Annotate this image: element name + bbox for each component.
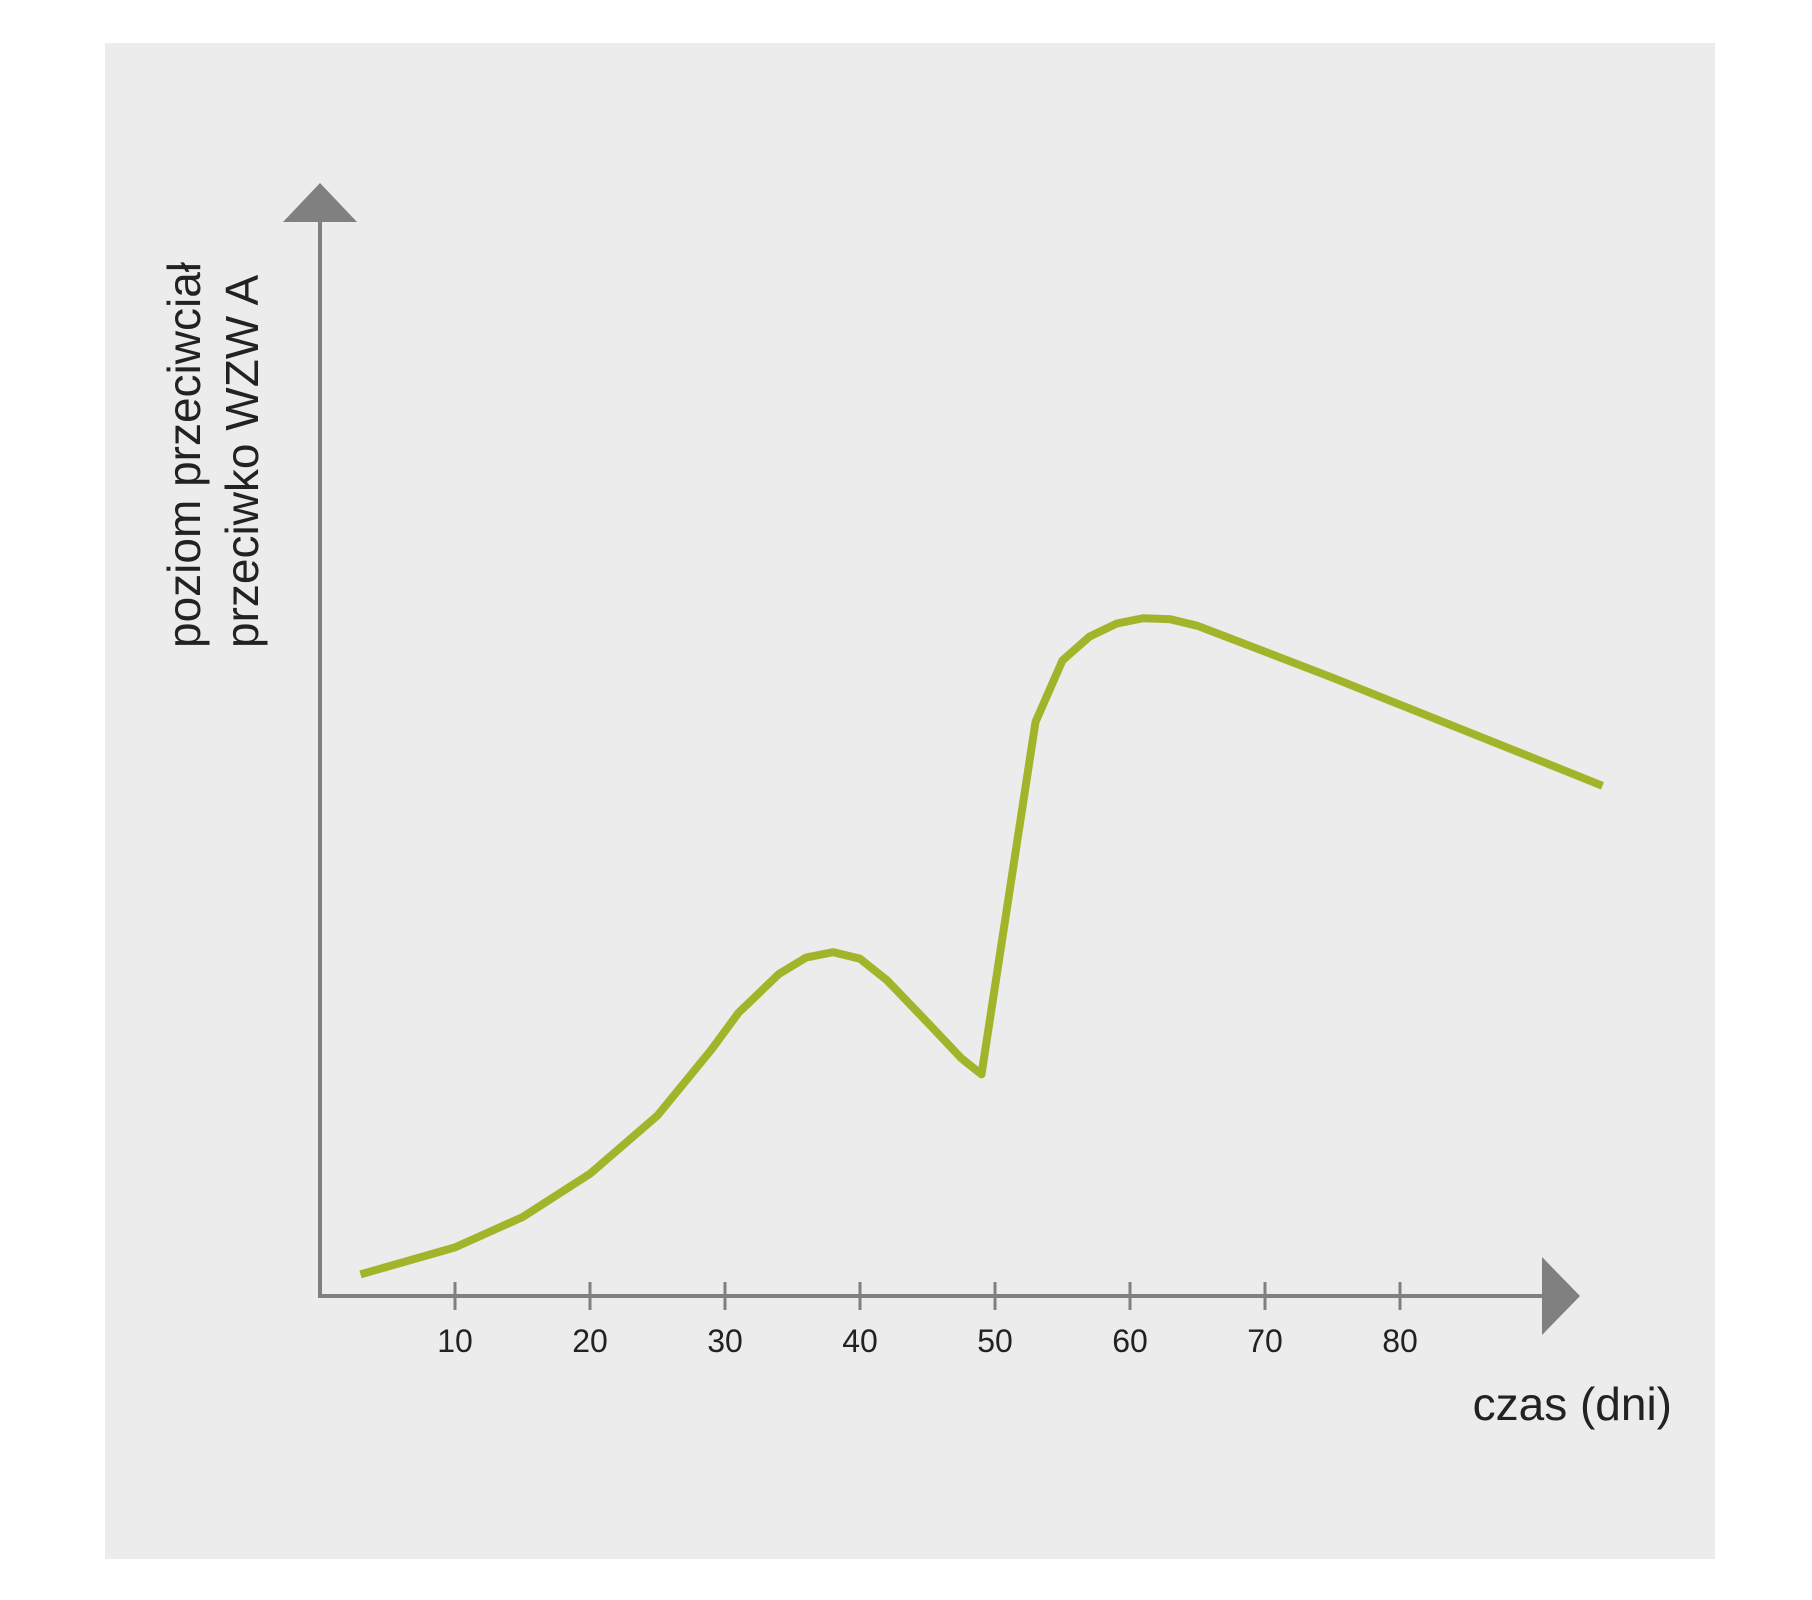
x-axis	[318, 1257, 1580, 1335]
x-tick-label-80: 80	[1382, 1323, 1418, 1359]
y-axis	[283, 183, 357, 1296]
y-axis-title: poziom przeciwciał przeciwko WZW A	[158, 249, 268, 648]
x-tick-label-10: 10	[437, 1323, 473, 1359]
x-axis-arrow-icon	[1542, 1257, 1580, 1335]
x-ticks	[453, 1282, 1402, 1310]
y-axis-title-line-1: poziom przeciwciał	[158, 262, 210, 648]
x-axis-title: czas (dni)	[1473, 1378, 1672, 1430]
chart-background	[105, 43, 1715, 1559]
x-tick-label-70: 70	[1247, 1323, 1283, 1359]
series-line	[359, 614, 1604, 1279]
x-tick-labels: 10 20 30 40 50 60 70 80	[437, 1323, 1418, 1359]
x-tick-label-40: 40	[842, 1323, 878, 1359]
x-tick-label-60: 60	[1112, 1323, 1148, 1359]
x-tick-label-50: 50	[977, 1323, 1013, 1359]
y-axis-title-line-2: przeciwko WZW A	[216, 275, 268, 648]
x-tick-label-30: 30	[707, 1323, 743, 1359]
y-axis-arrow-icon	[283, 183, 357, 222]
x-tick-label-20: 20	[572, 1323, 608, 1359]
